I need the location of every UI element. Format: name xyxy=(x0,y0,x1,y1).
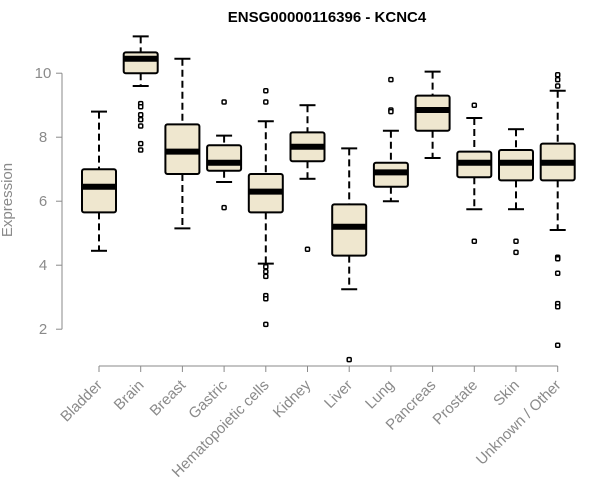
y-tick-label: 4 xyxy=(39,257,47,274)
outlier-point xyxy=(263,296,269,302)
outlier-point xyxy=(221,99,227,105)
x-tick-label: Brain xyxy=(111,377,148,414)
box-body xyxy=(414,94,451,132)
outlier-point xyxy=(137,104,144,110)
box-gastric xyxy=(206,99,243,211)
x-tick-label: Breast xyxy=(147,376,190,419)
box-skin xyxy=(498,128,534,256)
outlier-point xyxy=(471,102,478,108)
outlier-point xyxy=(388,76,394,83)
outlier-point xyxy=(513,238,519,244)
outlier-point xyxy=(137,116,144,123)
box-kidney xyxy=(289,104,326,252)
outlier-point xyxy=(263,264,269,270)
outlier-point xyxy=(388,108,394,115)
y-tick-label: 8 xyxy=(39,129,47,146)
outlier-point xyxy=(304,246,311,252)
outlier-point xyxy=(554,342,561,348)
box-body xyxy=(81,168,117,214)
x-tick-label: Kidney xyxy=(270,376,315,421)
outlier-point xyxy=(137,123,144,129)
box-lung xyxy=(372,76,409,203)
outlier-point xyxy=(554,270,561,276)
x-tick-label: Liver xyxy=(321,377,356,412)
y-axis-title: Expression xyxy=(0,163,16,237)
outlier-point xyxy=(554,83,561,89)
y-tick-label: 6 xyxy=(39,193,47,210)
outlier-point xyxy=(263,273,269,280)
y-tick-label: 2 xyxy=(39,321,47,338)
x-tick-label: Prostate xyxy=(430,377,482,429)
box-body xyxy=(122,51,159,75)
outlier-point xyxy=(554,256,561,262)
y-tick-label: 10 xyxy=(35,65,52,82)
outlier-point xyxy=(554,76,561,83)
outlier-point xyxy=(346,356,352,363)
outlier-point xyxy=(263,99,269,105)
box-bladder xyxy=(81,110,117,252)
outlier-point xyxy=(263,321,269,328)
outlier-point xyxy=(137,112,144,118)
box-body xyxy=(206,144,243,172)
box-prostate xyxy=(456,102,493,244)
box-hematopoietic-cells xyxy=(247,88,284,328)
x-tick-label: Bladder xyxy=(57,377,106,426)
outlier-point xyxy=(471,238,478,244)
chart-title: ENSG00000116396 - KCNC4 xyxy=(228,9,427,26)
outlier-point xyxy=(137,140,144,147)
box-body xyxy=(331,203,368,257)
outlier-point xyxy=(554,304,561,310)
outlier-point xyxy=(263,268,269,275)
box-pancreas xyxy=(414,70,451,159)
x-tick-label: Lung xyxy=(362,377,398,413)
box-breast xyxy=(164,57,201,230)
box-liver xyxy=(331,147,368,363)
boxes-group xyxy=(81,35,576,363)
outlier-point xyxy=(513,249,519,256)
outlier-point xyxy=(137,147,144,153)
outlier-point xyxy=(221,204,227,211)
y-axis: 2 4 6 8 10 xyxy=(35,65,63,338)
box-unknown-other xyxy=(539,72,576,348)
box-brain xyxy=(122,35,159,153)
outlier-point xyxy=(263,88,269,94)
outlier-point xyxy=(554,72,561,78)
x-tick-label: Skin xyxy=(490,377,523,410)
